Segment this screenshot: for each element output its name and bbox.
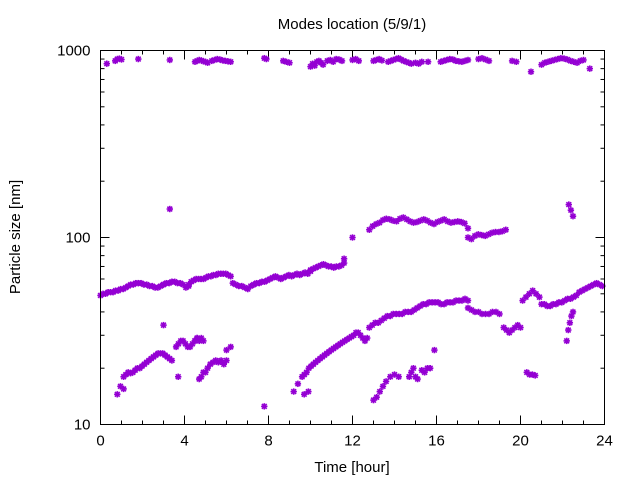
data-point <box>160 321 167 329</box>
data-point <box>294 380 302 388</box>
y-tick-label: 10 <box>74 417 91 434</box>
data-point <box>286 59 293 66</box>
data-point <box>349 234 356 241</box>
x-axis-label: Time [hour] <box>314 459 389 476</box>
data-point <box>580 56 587 64</box>
data-points <box>97 54 606 410</box>
data-point <box>290 388 297 395</box>
data-point <box>168 357 176 364</box>
data-point <box>567 206 575 214</box>
plot-frame <box>100 50 605 425</box>
data-point <box>338 57 346 65</box>
data-point <box>418 58 425 66</box>
x-tick-label: 24 <box>596 433 613 450</box>
data-point <box>364 334 371 342</box>
data-point <box>117 383 124 390</box>
data-point <box>340 255 348 262</box>
data-point <box>502 226 509 233</box>
x-tick-label: 8 <box>264 433 272 450</box>
data-point <box>175 373 182 380</box>
data-point <box>424 58 432 66</box>
data-point <box>103 60 110 67</box>
x-tick-label: 20 <box>512 433 529 450</box>
data-point <box>227 273 234 280</box>
y-tick-label: 100 <box>65 230 90 247</box>
data-point <box>355 57 362 65</box>
data-point <box>395 373 402 380</box>
data-point <box>376 388 383 395</box>
data-point <box>569 308 577 316</box>
data-point <box>410 365 417 372</box>
data-point <box>522 293 530 301</box>
data-point <box>421 369 428 376</box>
data-point <box>382 378 390 385</box>
data-point <box>414 375 421 383</box>
data-point <box>305 388 312 395</box>
data-point <box>573 292 580 299</box>
data-point <box>566 319 574 326</box>
data-point <box>517 324 524 331</box>
data-point <box>464 297 472 304</box>
x-tick-label: 16 <box>428 433 445 450</box>
data-point <box>216 56 224 63</box>
data-point <box>373 393 380 401</box>
data-point <box>496 310 503 318</box>
data-point <box>223 357 230 364</box>
data-point <box>464 56 472 64</box>
chart-title: Modes location (5/9/1) <box>278 16 426 33</box>
data-point <box>378 57 386 64</box>
y-axis-label: Particle size [nm] <box>7 180 24 294</box>
data-point <box>513 58 520 66</box>
x-tick-label: 0 <box>96 433 104 450</box>
data-point <box>393 218 400 225</box>
data-point <box>370 396 377 404</box>
data-point <box>485 57 493 65</box>
data-point <box>263 55 270 63</box>
x-axis-ticks: 0 4 8 12 16 20 24 <box>96 50 613 450</box>
data-point <box>563 337 570 345</box>
data-point <box>431 346 438 354</box>
data-point <box>565 201 572 208</box>
data-point <box>444 218 451 225</box>
data-point <box>569 212 577 220</box>
data-point <box>301 391 308 398</box>
data-point <box>114 391 121 398</box>
data-point <box>166 205 173 213</box>
data-point <box>379 383 387 390</box>
data-point <box>586 65 593 72</box>
data-point <box>527 68 535 75</box>
data-point <box>135 55 142 63</box>
data-point <box>536 293 543 301</box>
data-point <box>120 385 127 393</box>
data-point <box>166 56 173 64</box>
x-tick-label: 4 <box>180 433 188 450</box>
data-point <box>118 56 125 63</box>
data-point <box>227 58 234 66</box>
data-point <box>200 337 207 345</box>
x-tick-label: 12 <box>344 433 361 450</box>
data-point <box>565 326 572 334</box>
data-point <box>261 403 268 410</box>
y-tick-label: 1000 <box>57 43 90 60</box>
data-point <box>427 365 434 372</box>
data-point <box>464 225 472 232</box>
data-point <box>526 290 533 297</box>
data-point <box>532 372 539 379</box>
data-point <box>461 220 468 227</box>
data-point <box>227 343 234 351</box>
data-point <box>538 61 545 68</box>
y-axis-ticks: 10 100 1000 <box>57 43 605 434</box>
